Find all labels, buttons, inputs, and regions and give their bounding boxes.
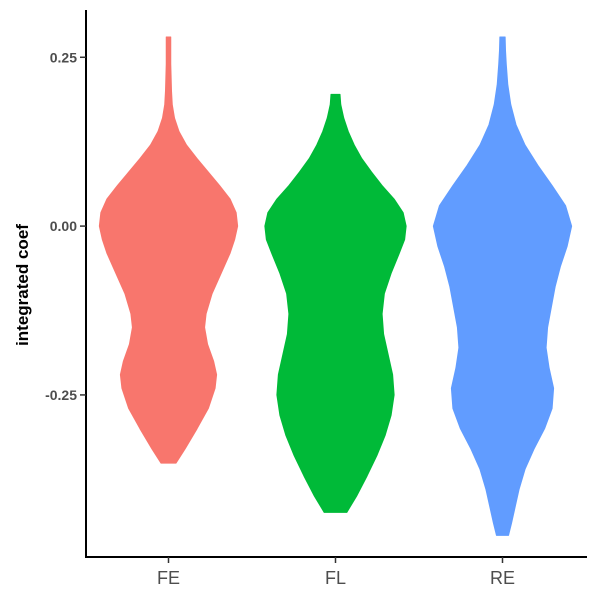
y-tick-label: -0.25 — [45, 387, 77, 403]
x-tick-label-fl: FL — [325, 568, 346, 588]
y-axis-ticks: 0.25 0.00 -0.25 — [45, 49, 86, 403]
violin-re — [432, 36, 573, 536]
x-axis-ticks: FE FL RE — [157, 557, 515, 588]
plot-area — [98, 36, 573, 536]
x-tick-label-re: RE — [490, 568, 515, 588]
violin-fe — [98, 36, 239, 464]
y-tick-label: 0.00 — [50, 218, 77, 234]
x-tick-label-fe: FE — [157, 568, 180, 588]
y-axis-title: integrated coef — [13, 224, 32, 346]
y-tick-label: 0.25 — [50, 49, 77, 65]
violin-fl — [264, 93, 407, 513]
